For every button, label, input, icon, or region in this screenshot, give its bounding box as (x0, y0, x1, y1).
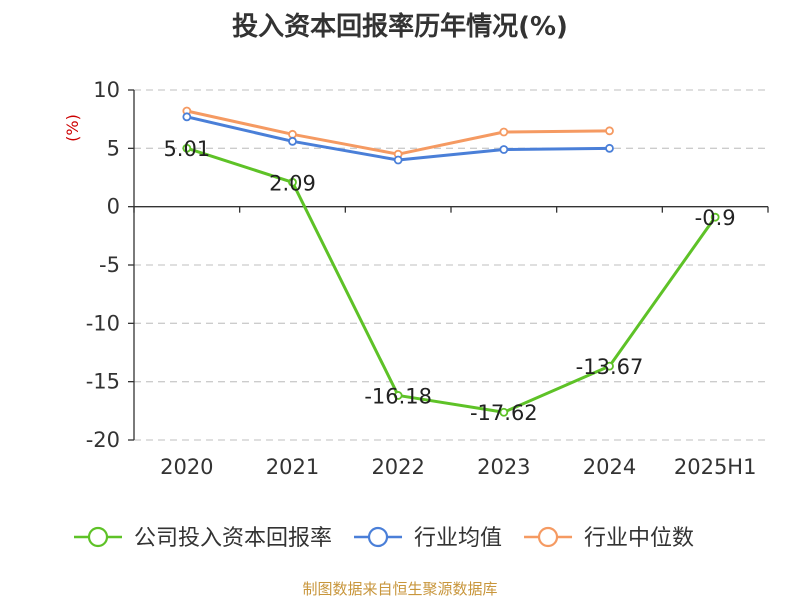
source-note: 制图数据来自恒生聚源数据库 (302, 580, 498, 598)
data-point (182, 112, 192, 122)
y-tick-label: 5 (107, 136, 120, 160)
data-label: -16.18 (364, 384, 432, 408)
data-point (499, 407, 509, 417)
data-point (710, 212, 720, 222)
data-point (605, 143, 614, 153)
data-point (605, 361, 614, 371)
chart-title: 投入资本回报率历年情况(%) (232, 12, 568, 42)
data-point (499, 145, 509, 154)
legend: 公司投入资本回报率 行业均值 行业中位数 (74, 526, 694, 551)
data-point (288, 136, 297, 146)
y-tick-label: -10 (86, 311, 120, 335)
data-point (393, 391, 403, 400)
data-label: -0.9 (695, 206, 736, 230)
series-line (186, 146, 717, 414)
y-tick-label: -20 (86, 428, 120, 452)
legend-label: 行业中位数 (584, 526, 694, 551)
legend-label: 行业均值 (414, 526, 502, 551)
x-tick-label: 2025H1 (674, 455, 757, 479)
legend-marker (87, 526, 109, 548)
data-label: -13.67 (576, 355, 644, 379)
tick-labels: 10 5 0 -5 -10 -15 -20 2020 2021 2022 2023 2024 2025H… (86, 78, 757, 479)
x-tick-label: 2020 (160, 455, 213, 479)
legend-marker (537, 526, 559, 548)
data-point (288, 177, 297, 187)
y-tick-label: -15 (86, 370, 120, 394)
data-labels: 5.01 2.09 -16.18 -17.62 -13.67 -0.9 (163, 137, 735, 425)
x-tick-label: 2023 (477, 455, 530, 479)
data-point (499, 127, 509, 137)
legend-label: 公司投入资本回报率 (134, 526, 332, 551)
x-tick-label: 2024 (583, 455, 636, 479)
y-tick-label: 0 (107, 195, 120, 219)
data-point (605, 126, 614, 136)
data-label: 5.01 (163, 137, 210, 161)
x-tick-label: 2021 (266, 455, 319, 479)
grid-lines (134, 89, 768, 441)
legend-marker (367, 526, 389, 548)
axes (128, 89, 769, 441)
x-tick-label: 2022 (371, 455, 424, 479)
y-tick-label: -5 (99, 253, 120, 277)
series-lines (182, 106, 720, 417)
data-label: 2.09 (269, 171, 316, 195)
data-point (288, 129, 297, 139)
data-point (182, 143, 192, 153)
y-axis-unit-label: (%) (63, 114, 82, 142)
y-tick-label: 10 (93, 78, 120, 102)
data-label: -17.62 (470, 401, 538, 425)
data-point (393, 155, 403, 165)
